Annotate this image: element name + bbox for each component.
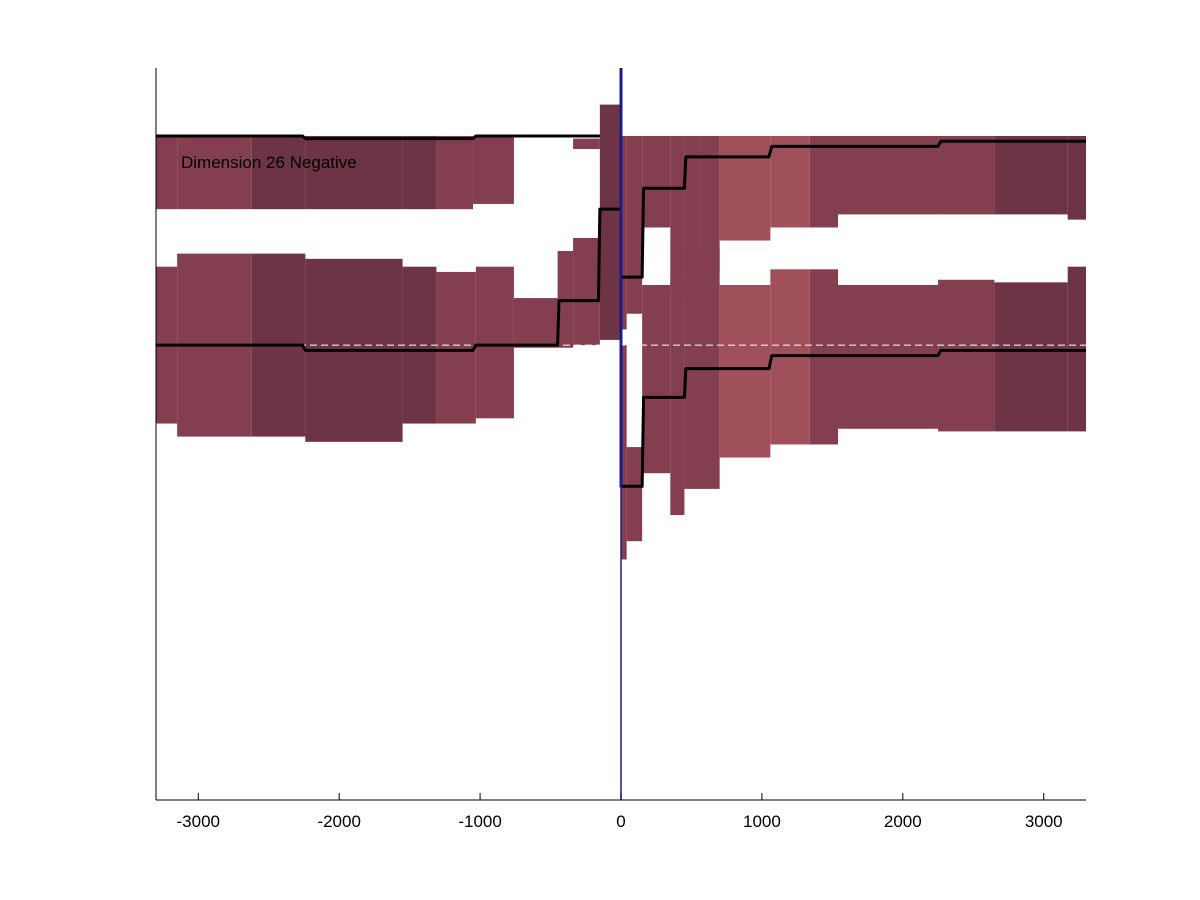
band-bar xyxy=(642,135,671,228)
band-bar xyxy=(938,279,995,432)
band-bar xyxy=(621,345,627,560)
band-bar xyxy=(402,135,437,210)
band-bar xyxy=(626,135,643,314)
band-bar xyxy=(642,284,671,474)
band-bar xyxy=(621,135,627,330)
band-bar xyxy=(156,135,178,210)
mean-line xyxy=(156,134,1086,279)
axes: -3000 -2000 -1000 0 1000 2000 3000 xyxy=(155,68,1086,831)
x-tick-label: -1000 xyxy=(458,812,501,831)
band-bar xyxy=(684,135,700,272)
band-bar xyxy=(599,104,621,340)
band-bar xyxy=(938,135,995,215)
band-bar xyxy=(838,135,939,215)
x-tick-label: 2000 xyxy=(884,812,922,831)
x-tick-label: -3000 xyxy=(177,812,220,831)
band-bar xyxy=(770,135,810,228)
x-tick-label: -2000 xyxy=(317,812,360,831)
band-bar xyxy=(436,135,474,210)
x-tick-label: 0 xyxy=(616,812,625,831)
band-bar xyxy=(626,447,643,542)
band-bar xyxy=(994,282,1068,432)
band-bar xyxy=(699,135,720,272)
band-bar xyxy=(573,237,600,346)
band-bar xyxy=(475,266,514,419)
band-bar xyxy=(573,138,600,150)
x-tick-label: 3000 xyxy=(1025,812,1063,831)
band-bar xyxy=(670,135,685,299)
band-bar xyxy=(719,284,771,458)
band-bar xyxy=(1067,135,1086,220)
band-bar xyxy=(436,271,476,424)
band-bar xyxy=(994,135,1068,215)
plot-area xyxy=(156,68,1086,800)
panel-lower xyxy=(156,104,1086,560)
band-bar xyxy=(305,135,403,210)
panel-upper xyxy=(156,134,1086,330)
band-bar xyxy=(809,135,838,228)
band-bar xyxy=(402,266,437,424)
x-tick-label: 1000 xyxy=(743,812,781,831)
band-bar xyxy=(719,135,771,241)
band-bar xyxy=(513,298,558,348)
chart-annotation: Dimension 26 Negative xyxy=(181,153,357,172)
band-bar xyxy=(251,135,306,210)
band-bar xyxy=(473,135,514,204)
band-bar xyxy=(177,135,252,210)
